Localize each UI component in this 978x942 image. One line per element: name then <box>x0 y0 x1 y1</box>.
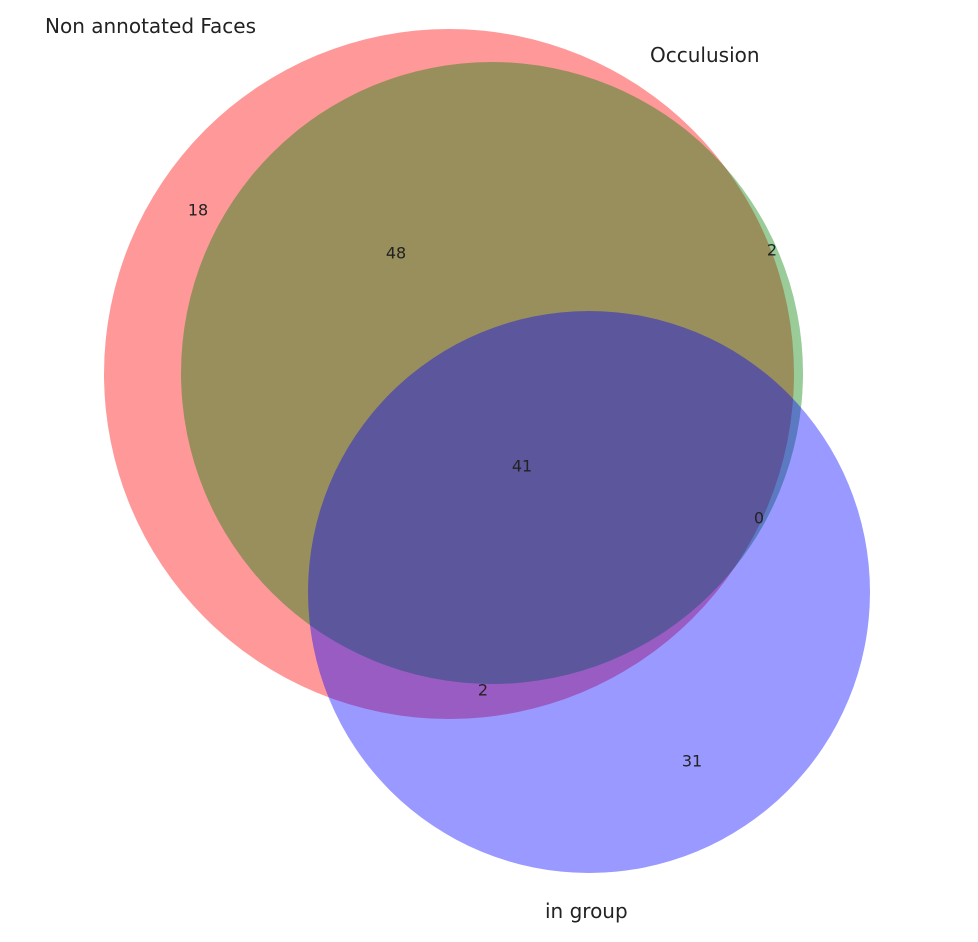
set-label-occulusion: Occulusion <box>650 43 760 67</box>
region-count-a-b: 48 <box>386 244 406 263</box>
set-label-in-group: in group <box>545 899 628 923</box>
set-label-non-annotated-faces: Non annotated Faces <box>45 14 256 38</box>
region-count-a-b-c: 41 <box>512 457 532 476</box>
region-count-a-only: 18 <box>188 201 208 220</box>
region-count-c-only: 31 <box>682 752 702 771</box>
region-count-b-only: 2 <box>767 241 777 260</box>
set-circle-in-group <box>308 311 870 873</box>
region-count-b-c: 0 <box>754 509 764 528</box>
set-circle-occulusion <box>181 62 803 684</box>
set-circle-non-annotated-faces <box>104 29 794 719</box>
region-count-a-c: 2 <box>478 681 488 700</box>
